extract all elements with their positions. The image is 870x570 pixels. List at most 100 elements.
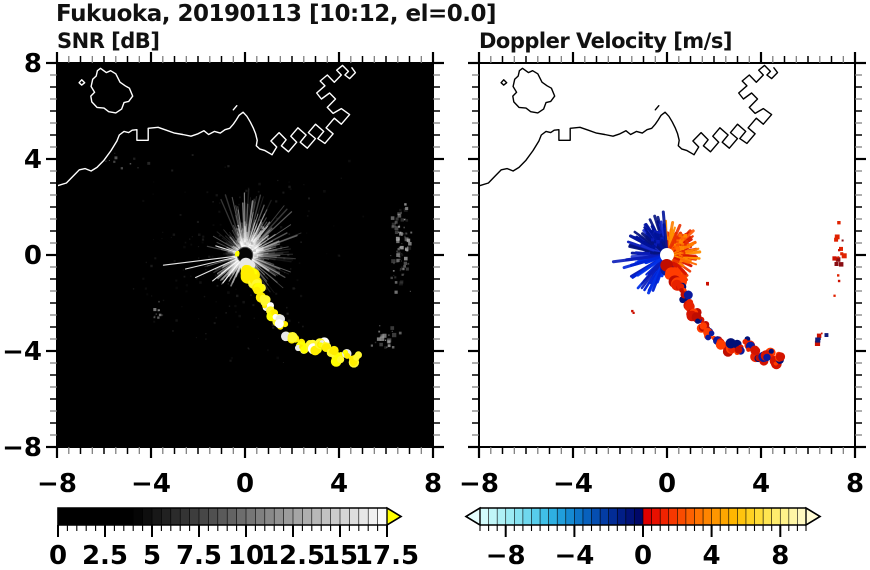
colorbar-cell xyxy=(377,507,388,526)
figure-title: Fukuoka, 20190113 [10:12, el=0.0] xyxy=(56,1,497,27)
colorbar-cell xyxy=(556,507,567,526)
colorbar-cell xyxy=(651,507,661,526)
colorbar-cell xyxy=(85,507,97,526)
colorbar-cell xyxy=(659,507,670,526)
coast-segment xyxy=(692,64,779,156)
colorbar-cell xyxy=(330,507,341,526)
coast-segment xyxy=(654,104,660,111)
colorbar-cell xyxy=(67,507,78,526)
colorbar-cell xyxy=(76,507,87,526)
x-tick-label: 8 xyxy=(424,469,442,499)
colorbar-tick-label: 7.5 xyxy=(176,541,222,570)
vel-axis-labels: −8 −4 0 4 8 xyxy=(459,469,864,499)
colorbar-tick-label: 2.5 xyxy=(82,541,128,570)
velocity-colorbar-cells xyxy=(479,507,807,526)
colorbar-cell xyxy=(95,507,106,526)
colorbar-cell xyxy=(179,507,191,526)
colorbar-cell xyxy=(311,507,322,526)
velocity-colorbar-labels: −8 −4 0 4 8 xyxy=(486,541,790,570)
vel-axis-ticks xyxy=(468,52,866,458)
velocity-colorbar-under-arrow xyxy=(464,506,481,527)
colorbar-cell xyxy=(208,507,219,526)
snr-colorbar-outline xyxy=(57,507,403,526)
colorbar-cell xyxy=(339,507,351,526)
y-tick-label: 4 xyxy=(24,145,42,175)
colorbar-cell xyxy=(797,507,807,526)
colorbar-cell xyxy=(754,507,764,526)
snr-axis-ticks xyxy=(46,52,444,458)
colorbar-cell xyxy=(245,507,257,526)
colorbar-cell xyxy=(677,507,687,526)
colorbar-cell xyxy=(642,507,653,526)
colorbar-cell xyxy=(505,507,516,526)
colorbar-cell xyxy=(161,507,172,526)
colorbar-cell xyxy=(349,507,360,526)
colorbar-cell xyxy=(264,507,275,526)
vel-radar-center xyxy=(660,248,674,262)
x-tick-label: 4 xyxy=(752,469,770,499)
colorbar-cell xyxy=(634,507,644,526)
colorbar-cell xyxy=(320,507,332,526)
x-tick-label: 4 xyxy=(330,469,348,499)
colorbar-cell xyxy=(57,507,69,526)
colorbar-tick-label: 10 xyxy=(228,541,264,570)
colorbar-tick-label: 5 xyxy=(143,541,161,570)
colorbar-tick-label: 12.5 xyxy=(261,541,325,570)
velocity-colorbar-over-arrow xyxy=(805,506,822,527)
colorbar-tick-label: −8 xyxy=(486,541,526,570)
coast-segment xyxy=(479,111,695,187)
colorbar-cell xyxy=(217,507,228,526)
y-tick-label: −8 xyxy=(2,433,42,463)
colorbar-cell xyxy=(548,507,558,526)
colorbar-cell xyxy=(522,507,533,526)
coast-segment xyxy=(270,64,357,156)
colorbar-cell xyxy=(779,507,790,526)
y-tick-label: 8 xyxy=(24,49,42,79)
x-tick-label: 8 xyxy=(846,469,864,499)
x-tick-label: −4 xyxy=(553,469,593,499)
colorbar-cell xyxy=(685,507,696,526)
colorbar-cell xyxy=(788,507,799,526)
colorbar-cell xyxy=(302,507,313,526)
snr-panel-title: SNR [dB] xyxy=(57,29,160,53)
colorbar-cell xyxy=(668,507,679,526)
colorbar-cell xyxy=(273,507,285,526)
snr-echo-arc xyxy=(239,257,362,368)
colorbar-cell xyxy=(123,507,134,526)
snr-panel: −8 −4 0 4 8 8 4 0 −4 −8 xyxy=(2,49,444,499)
colorbar-tick-label: 0 xyxy=(49,541,67,570)
colorbar-cell xyxy=(711,507,721,526)
colorbar-cell xyxy=(771,507,781,526)
colorbar-cell xyxy=(514,507,524,526)
vel-map-area xyxy=(479,64,847,370)
vel-coastline xyxy=(479,64,779,187)
colorbar-cell xyxy=(745,507,756,526)
colorbar-cell xyxy=(574,507,584,526)
colorbar-cell xyxy=(189,507,200,526)
colorbar-tick-label: 0 xyxy=(634,541,652,570)
colorbar-cell xyxy=(479,507,490,526)
island-outline xyxy=(90,67,134,114)
colorbar-cell xyxy=(531,507,541,526)
colorbar-cell xyxy=(719,507,730,526)
colorbar-cell xyxy=(702,507,713,526)
colorbar-cell xyxy=(170,507,181,526)
colorbar-cell xyxy=(762,507,773,526)
x-tick-label: 0 xyxy=(658,469,676,499)
snr-center-marks xyxy=(235,251,240,257)
colorbar-tick-label: −4 xyxy=(554,541,594,570)
colorbar-cell xyxy=(255,507,266,526)
colorbar-cell xyxy=(625,507,636,526)
y-tick-label: 0 xyxy=(24,241,42,271)
y-tick-label: −4 xyxy=(2,337,42,367)
snr-coastline xyxy=(57,64,357,187)
vel-panel: −8 −4 0 4 8 xyxy=(459,52,866,499)
coast-segment xyxy=(57,111,273,187)
colorbar-cell xyxy=(608,507,618,526)
velocity-colorbar-ticks xyxy=(479,525,807,537)
colorbar-cell xyxy=(226,507,238,526)
colorbar-cell xyxy=(142,507,153,526)
